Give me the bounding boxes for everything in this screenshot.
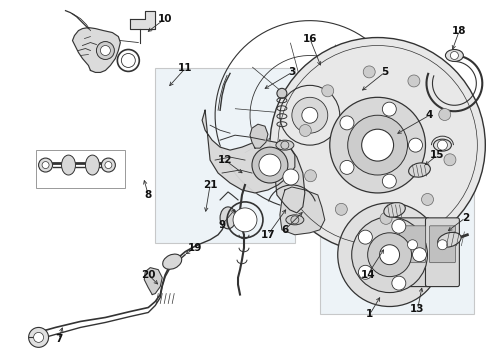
Text: 16: 16	[302, 33, 316, 44]
Circle shape	[101, 158, 115, 172]
Text: 11: 11	[178, 63, 192, 73]
Circle shape	[412, 248, 426, 262]
Text: 6: 6	[281, 225, 288, 235]
Circle shape	[421, 193, 432, 206]
Ellipse shape	[432, 139, 450, 151]
Circle shape	[382, 102, 395, 116]
FancyBboxPatch shape	[428, 226, 454, 263]
Ellipse shape	[445, 50, 463, 62]
Circle shape	[361, 129, 393, 161]
Circle shape	[407, 138, 422, 152]
Circle shape	[391, 219, 405, 233]
Circle shape	[382, 174, 395, 188]
Ellipse shape	[61, 155, 75, 175]
Circle shape	[42, 162, 49, 168]
Text: 19: 19	[187, 243, 202, 253]
Circle shape	[379, 212, 391, 224]
Bar	[36, 150, 125, 188]
Polygon shape	[249, 124, 267, 148]
Circle shape	[39, 158, 52, 172]
Ellipse shape	[285, 215, 303, 225]
Circle shape	[379, 245, 399, 265]
Circle shape	[96, 41, 114, 59]
Circle shape	[299, 125, 311, 136]
Text: 1: 1	[366, 310, 372, 319]
Polygon shape	[274, 140, 304, 213]
Ellipse shape	[85, 155, 99, 175]
FancyBboxPatch shape	[399, 226, 425, 263]
Text: 9: 9	[218, 220, 225, 230]
Ellipse shape	[437, 232, 460, 247]
Circle shape	[279, 85, 339, 145]
Circle shape	[407, 75, 419, 87]
Circle shape	[437, 240, 447, 250]
Circle shape	[443, 154, 455, 166]
Bar	[155, 68, 294, 243]
Circle shape	[339, 161, 353, 174]
Circle shape	[363, 66, 374, 78]
Text: 17: 17	[260, 230, 275, 240]
Ellipse shape	[275, 140, 293, 150]
Circle shape	[280, 141, 288, 149]
Circle shape	[259, 154, 280, 176]
Text: 5: 5	[380, 67, 387, 77]
Bar	[319, 185, 473, 315]
FancyBboxPatch shape	[395, 218, 428, 287]
Circle shape	[100, 45, 110, 55]
Ellipse shape	[163, 254, 182, 269]
Ellipse shape	[220, 207, 236, 229]
Circle shape	[290, 216, 298, 224]
Text: 15: 15	[429, 150, 444, 160]
Circle shape	[407, 240, 417, 250]
Circle shape	[269, 37, 484, 253]
Text: 8: 8	[144, 190, 152, 200]
Circle shape	[351, 217, 427, 293]
Circle shape	[347, 115, 407, 175]
Circle shape	[437, 140, 447, 150]
Circle shape	[339, 116, 353, 130]
Polygon shape	[279, 187, 324, 235]
Polygon shape	[202, 110, 294, 193]
Circle shape	[34, 332, 43, 342]
Circle shape	[438, 109, 450, 121]
Circle shape	[276, 88, 286, 98]
Text: 7: 7	[55, 334, 62, 345]
Ellipse shape	[383, 203, 405, 217]
Text: 4: 4	[425, 110, 432, 120]
Ellipse shape	[408, 163, 429, 177]
Circle shape	[29, 328, 48, 347]
Circle shape	[233, 208, 256, 232]
Text: 10: 10	[158, 14, 172, 24]
Polygon shape	[144, 268, 162, 294]
Text: 13: 13	[409, 305, 424, 315]
Text: 21: 21	[203, 180, 217, 190]
Circle shape	[304, 170, 316, 182]
Circle shape	[105, 162, 112, 168]
Text: 3: 3	[287, 67, 295, 77]
Circle shape	[337, 203, 441, 306]
Polygon shape	[72, 28, 120, 72]
Text: 2: 2	[461, 213, 468, 223]
Circle shape	[283, 169, 298, 185]
Circle shape	[301, 107, 317, 123]
Circle shape	[335, 203, 346, 215]
Text: 14: 14	[360, 270, 374, 280]
FancyBboxPatch shape	[425, 218, 458, 287]
Circle shape	[358, 230, 371, 244]
Circle shape	[251, 147, 287, 183]
Polygon shape	[130, 11, 155, 28]
Circle shape	[391, 276, 405, 290]
Circle shape	[449, 51, 457, 59]
Text: 18: 18	[451, 26, 466, 36]
Circle shape	[367, 233, 411, 276]
Circle shape	[321, 85, 333, 97]
Circle shape	[291, 97, 327, 133]
Text: 20: 20	[141, 270, 155, 280]
Circle shape	[329, 97, 425, 193]
Text: 12: 12	[217, 155, 232, 165]
Circle shape	[358, 265, 371, 279]
